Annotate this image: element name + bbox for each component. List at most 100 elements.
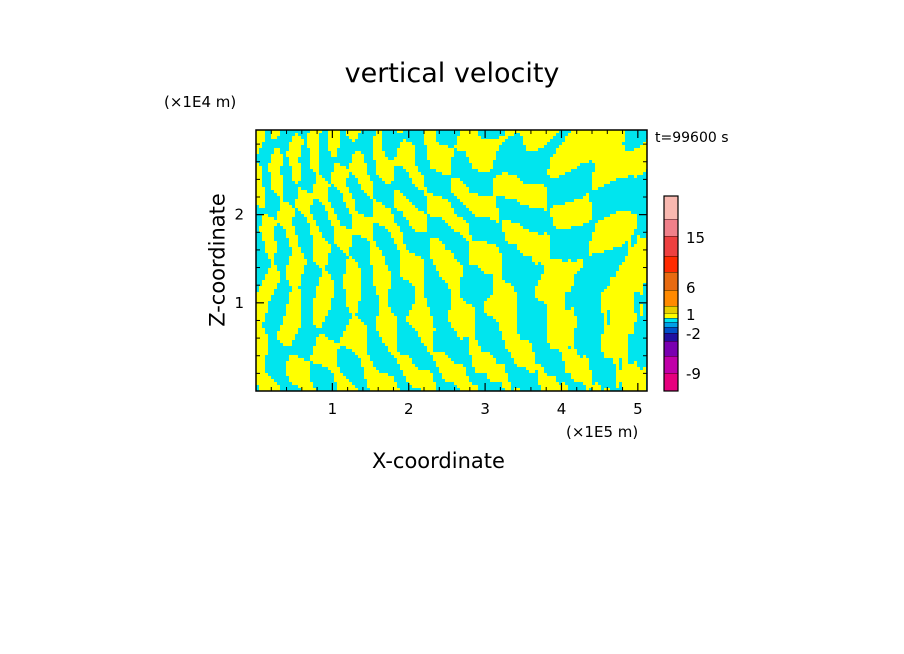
field-cell [493,274,502,277]
field-cell [310,160,319,163]
field-cell [289,283,301,286]
field-cell [412,283,424,286]
field-cell [595,169,646,172]
field-cell [640,145,647,148]
field-cell [313,304,331,307]
field-cell [346,262,358,265]
field-cell [547,328,574,331]
field-cell [259,289,274,292]
field-cell [352,157,364,160]
field-cell [403,370,430,373]
field-cell [520,133,556,136]
field-cell [295,199,313,202]
field-cell [460,388,478,391]
field-cell [295,133,298,136]
field-cell [280,340,292,343]
field-cell [547,313,574,316]
field-cell [289,145,301,148]
field-cell [289,358,304,361]
field-cell [472,364,505,367]
field-cell [256,328,265,331]
field-cell [400,253,415,256]
field-cell [328,367,340,370]
field-cell [409,322,433,325]
field-cell [373,157,388,160]
field-cell [256,139,265,142]
field-cell [628,247,647,250]
field-cell [343,199,355,202]
field-cell [265,244,277,247]
field-cell [373,280,391,283]
field-cell [373,274,391,277]
field-cell [256,187,265,190]
field-cell [343,277,361,280]
field-cell [397,358,412,361]
field-cell [592,235,631,238]
field-cell [616,379,646,382]
field-cell [256,175,262,178]
field-cell [385,226,400,229]
colorbar-bin [664,327,678,333]
field-cell [616,211,631,214]
field-cell [352,226,373,229]
field-cell [571,346,574,349]
field-cell [493,280,505,283]
field-cell [523,253,550,256]
field-cell [502,331,517,334]
field-cell [544,265,583,268]
field-cell [622,388,646,391]
field-cell [355,175,370,178]
field-cell [406,376,433,379]
field-cell [544,271,577,274]
field-cell [451,304,472,307]
field-cell [445,220,466,223]
field-cell [394,205,415,208]
field-cell [277,211,295,214]
field-cell [505,238,550,241]
y-axis-unit: (×1E4 m) [164,93,237,111]
field-cell [475,367,505,370]
field-cell [328,133,340,136]
field-cell [505,133,514,136]
field-cell [442,376,469,379]
field-cell [622,262,647,265]
field-cell [376,322,397,325]
field-cell [418,331,433,334]
field-cell [565,202,592,205]
field-cell [313,319,325,322]
field-cell [346,346,367,349]
field-cell [418,187,427,190]
field-cell [394,238,403,241]
field-cell [472,166,493,169]
field-cell [412,385,436,388]
field-cell [601,337,628,340]
field-cell [448,319,475,322]
field-cell [451,190,469,193]
field-cell [349,136,358,139]
field-cell [346,301,358,304]
field-cell [349,166,367,169]
field-cell [343,280,361,283]
field-cell [433,355,448,358]
field-cell [400,145,415,148]
field-cell [256,295,271,298]
plot-frame [255,129,648,392]
field-cell [469,253,502,256]
field-cell [256,181,262,184]
field-cell [370,241,376,244]
field-cell [523,136,553,139]
field-cell [427,349,433,352]
field-cell [430,244,445,247]
field-cell [532,259,562,262]
field-cell [409,313,430,316]
field-cell [430,352,445,355]
field-cell [541,277,574,280]
field-cell [535,262,538,265]
field-cell [451,325,475,328]
field-cell [262,283,277,286]
field-cell [361,358,370,361]
field-cell [610,214,637,217]
field-cell [403,214,427,217]
field-cell [505,232,538,235]
field-cell [256,316,265,319]
